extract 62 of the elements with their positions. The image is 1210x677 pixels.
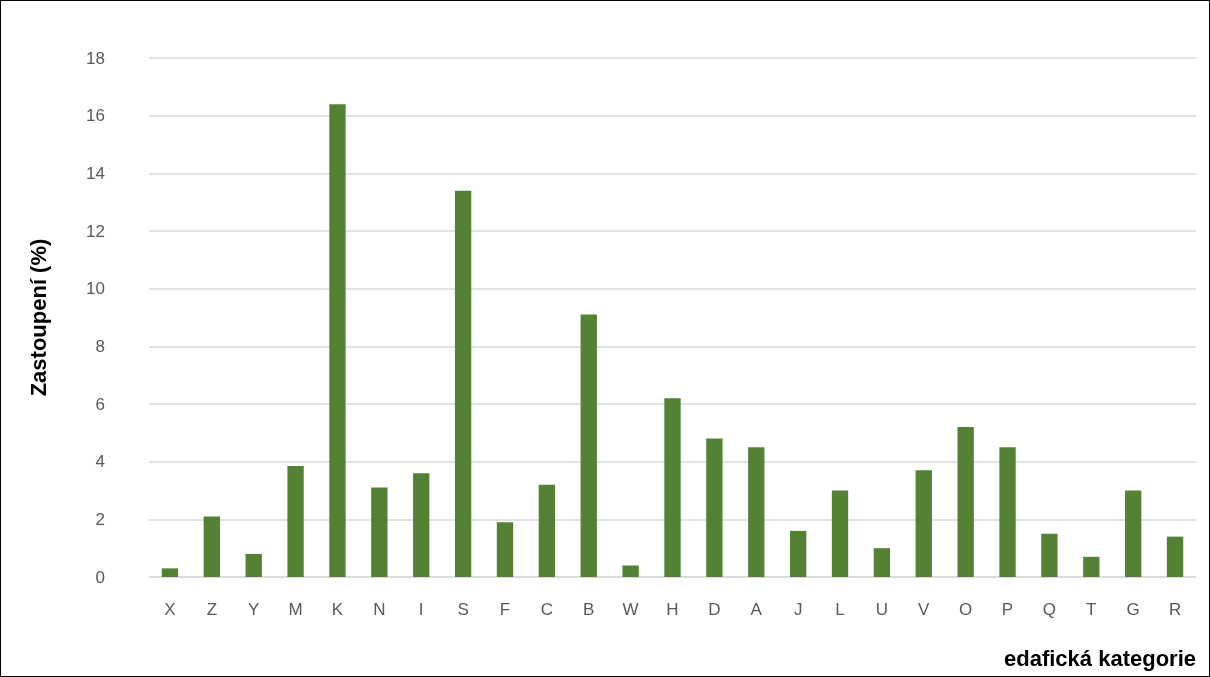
x-tick-label: W (622, 600, 639, 619)
bar (1041, 533, 1058, 577)
bar (915, 470, 932, 577)
x-tick-label: I (418, 600, 424, 619)
x-tick-label: Q (1042, 600, 1057, 619)
x-tick-label: G (1126, 600, 1140, 619)
x-tick-label: N (373, 600, 386, 619)
bar (287, 465, 304, 577)
x-tick-label: Y (248, 600, 260, 619)
x-tick-label: L (835, 600, 845, 619)
bar (245, 553, 262, 577)
bar (1166, 536, 1184, 577)
bar (329, 104, 346, 577)
y-tick-label: 10 (86, 279, 105, 299)
x-tick-label: X (164, 600, 176, 619)
bar (622, 565, 639, 577)
bar (371, 487, 388, 577)
bar (1083, 556, 1100, 577)
bar (203, 516, 220, 577)
x-tick-label: K (331, 600, 344, 619)
x-tick-label: B (583, 600, 595, 619)
x-tick-label: M (288, 600, 303, 619)
y-tick-label: 14 (86, 163, 105, 183)
bar (957, 427, 974, 577)
y-tick-label: 12 (86, 221, 105, 241)
bar (580, 314, 597, 577)
y-tick-label: 6 (95, 394, 105, 414)
x-tick-label: D (708, 600, 721, 619)
x-tick-label: H (666, 600, 679, 619)
bar (748, 447, 765, 577)
bar (496, 522, 514, 577)
x-tick-label: R (1168, 600, 1182, 619)
x-tick-label: P (1001, 600, 1014, 619)
x-tick-label: F (499, 600, 511, 619)
bar (413, 473, 430, 577)
bar (538, 484, 556, 577)
y-axis-title: Zastoupení (%) (25, 238, 51, 397)
y-tick-label: 4 (95, 452, 105, 472)
x-tick-label: T (1086, 600, 1097, 619)
bar (664, 398, 681, 577)
bar (161, 568, 179, 577)
x-tick-label: J (793, 600, 803, 619)
x-axis-title: edafická kategorie (1004, 645, 1196, 671)
bar (706, 438, 723, 577)
bar (831, 490, 849, 577)
y-tick-label: 0 (95, 567, 105, 587)
bar (999, 447, 1016, 577)
x-tick-label: Z (206, 600, 218, 619)
x-tick-label: S (457, 600, 469, 619)
bar (454, 190, 472, 577)
bar (873, 548, 891, 577)
y-tick-label: 16 (86, 106, 105, 126)
bar (789, 530, 807, 577)
y-tick-label: 2 (95, 509, 105, 529)
bar (1125, 490, 1142, 577)
x-tick-label: O (959, 600, 973, 619)
y-tick-label: 8 (95, 336, 105, 356)
x-tick-label: V (918, 600, 931, 619)
x-tick-label: A (750, 600, 763, 619)
x-tick-label: C (540, 600, 553, 619)
x-tick-label: U (875, 600, 889, 619)
y-tick-label: 18 (86, 48, 105, 68)
